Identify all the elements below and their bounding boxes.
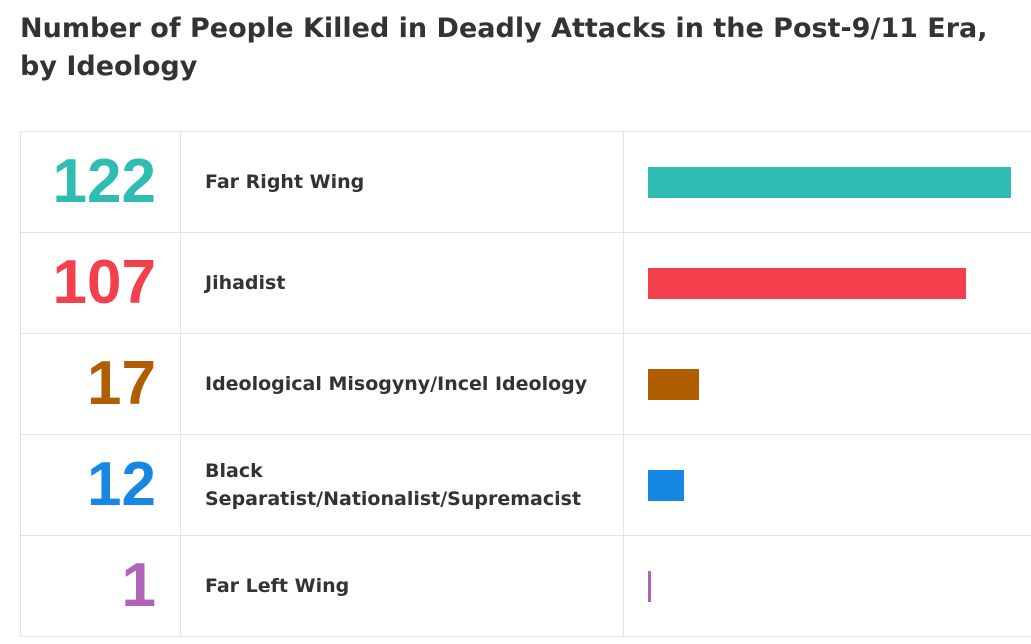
value-label: 1 [21, 536, 181, 636]
value-label: 122 [21, 132, 181, 232]
bar [648, 369, 699, 400]
table-row: 17 Ideological Misogyny/Incel Ideology [21, 334, 1031, 435]
value-label: 107 [21, 233, 181, 333]
category-label: Far Right Wing [181, 132, 624, 232]
category-label: Black Separatist/Nationalist/Supremacist [181, 435, 624, 535]
bar-cell [624, 334, 1031, 434]
bar-cell [624, 536, 1031, 636]
chart-table: 122 Far Right Wing 107 Jihadist 17 Ideol… [20, 131, 1031, 637]
chart-title: Number of People Killed in Deadly Attack… [20, 13, 988, 82]
bar-cell [624, 233, 1031, 333]
bar [648, 268, 966, 299]
category-label: Jihadist [181, 233, 624, 333]
bar [648, 470, 684, 501]
table-row: 122 Far Right Wing [21, 132, 1031, 233]
category-label: Far Left Wing [181, 536, 624, 636]
table-row: 12 Black Separatist/Nationalist/Supremac… [21, 435, 1031, 536]
value-label: 12 [21, 435, 181, 535]
value-label: 17 [21, 334, 181, 434]
bar-cell [624, 132, 1031, 232]
bar [648, 571, 651, 602]
bar [648, 167, 1011, 198]
table-row: 1 Far Left Wing [21, 536, 1031, 637]
category-label: Ideological Misogyny/Incel Ideology [181, 334, 624, 434]
table-row: 107 Jihadist [21, 233, 1031, 334]
bar-cell [624, 435, 1031, 535]
